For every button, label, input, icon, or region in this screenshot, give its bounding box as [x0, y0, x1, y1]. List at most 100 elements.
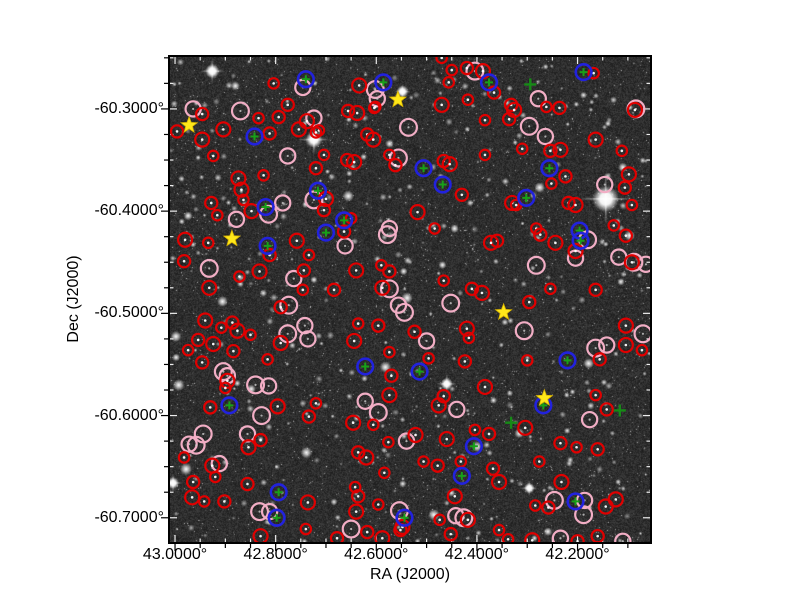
red-source-dot: [473, 428, 477, 432]
red-circle-marker: [296, 283, 310, 297]
red-circle-marker: [269, 398, 286, 415]
pink-source-dot: [644, 263, 648, 266]
red-circle-marker: [350, 489, 366, 504]
red-circle-marker: [317, 148, 331, 162]
red-circle-marker: [204, 195, 219, 211]
red-source-dot: [238, 275, 241, 278]
green-plus-icon: [313, 186, 322, 195]
red-source-dot: [436, 464, 439, 467]
red-source-dot: [314, 131, 318, 134]
red-source-dot: [483, 118, 487, 122]
red-circle-marker: [607, 219, 621, 232]
pink-circle-marker: [259, 377, 278, 395]
red-circle-marker: [381, 387, 398, 404]
red-source-dot: [262, 174, 265, 177]
red-circle-marker: [544, 282, 557, 296]
y-tick-label: -60.7000°: [94, 508, 164, 526]
pink-circle-marker: [398, 117, 418, 137]
red-source-dot: [399, 528, 402, 532]
red-source-dot: [306, 501, 310, 504]
red-circle-marker: [368, 100, 382, 114]
red-circle-marker: [461, 93, 475, 107]
red-circle-marker: [170, 124, 185, 139]
red-source-dot: [440, 103, 443, 107]
red-source-dot: [574, 203, 577, 207]
y-tick-label: -60.4000°: [94, 202, 164, 220]
red-source-dot: [525, 359, 529, 362]
blue-circle-marker: [566, 492, 585, 511]
pink-source-dot: [226, 374, 229, 377]
pink-source-dot: [303, 324, 306, 327]
red-source-dot: [449, 532, 453, 536]
red-source-dot: [335, 536, 339, 540]
red-source-dot: [481, 69, 485, 73]
green-plus-icon: [400, 513, 409, 522]
red-circle-marker: [348, 503, 365, 520]
red-source-dot: [545, 105, 548, 109]
pink-source-dot: [286, 332, 289, 335]
red-circle-marker: [623, 254, 640, 271]
red-circle-marker: [309, 126, 323, 139]
red-circle-marker: [383, 345, 396, 359]
red-source-dot: [558, 106, 561, 110]
y-tick-label: -60.6000°: [94, 406, 164, 424]
red-circle-marker: [252, 111, 265, 125]
red-source-dot: [371, 423, 375, 427]
red-circle-marker: [626, 101, 644, 119]
red-circle-marker: [329, 531, 345, 542]
red-circle-marker: [272, 334, 289, 352]
red-source-dot: [422, 460, 425, 463]
red-circle-marker: [280, 97, 295, 113]
red-source-dot: [196, 338, 200, 342]
pink-circle-marker: [180, 435, 198, 453]
red-circle-marker: [382, 435, 395, 449]
green-plus-icon: [250, 132, 259, 141]
red-circle-marker: [302, 248, 316, 262]
pink-source-dot: [267, 384, 270, 388]
red-markers: [170, 57, 649, 542]
red-source-dot: [547, 506, 550, 509]
pink-source-dot: [462, 516, 465, 519]
red-circle-marker: [257, 169, 270, 182]
red-circle-marker: [615, 144, 629, 158]
red-source-dot: [220, 326, 223, 329]
red-circle-marker: [437, 274, 451, 287]
red-source-dot: [592, 71, 595, 75]
red-source-dot: [231, 321, 234, 324]
x-tick-label: 42.6000°: [344, 546, 409, 563]
red-source-dot: [258, 270, 261, 273]
green-plus-icon: [484, 78, 493, 87]
red-source-dot: [356, 451, 360, 454]
red-circle-marker: [298, 113, 315, 130]
pink-circle-marker: [199, 258, 219, 278]
green-plus-marker: [613, 404, 626, 417]
pink-source-dot: [195, 444, 198, 447]
red-circle-marker: [210, 208, 224, 222]
red-circle-marker: [233, 270, 246, 283]
y-tick-label: -60.5000°: [94, 304, 164, 322]
red-circle-marker: [462, 331, 476, 345]
red-circle-marker: [478, 113, 492, 127]
pink-circle-marker: [274, 194, 292, 212]
red-circle-marker: [459, 511, 476, 528]
pink-markers: [180, 61, 650, 542]
red-source-dot: [332, 288, 336, 292]
red-circle-marker: [185, 474, 201, 490]
red-circle-marker: [430, 458, 445, 473]
red-circle-marker: [176, 254, 192, 269]
red-source-dot: [388, 270, 391, 273]
red-circle-marker: [515, 142, 529, 156]
red-circle-marker: [339, 152, 355, 168]
red-source-dot: [246, 482, 249, 486]
red-source-dot: [483, 153, 487, 157]
red-circle-marker: [435, 57, 448, 65]
red-source-dot: [612, 224, 616, 227]
pink-circle-marker: [227, 210, 246, 229]
pink-source-dot: [246, 432, 249, 436]
red-circle-marker: [547, 234, 564, 251]
blue-circle-marker: [517, 188, 536, 207]
red-source-dot: [388, 153, 391, 157]
red-circle-marker: [457, 354, 473, 369]
red-source-dot: [427, 357, 430, 360]
